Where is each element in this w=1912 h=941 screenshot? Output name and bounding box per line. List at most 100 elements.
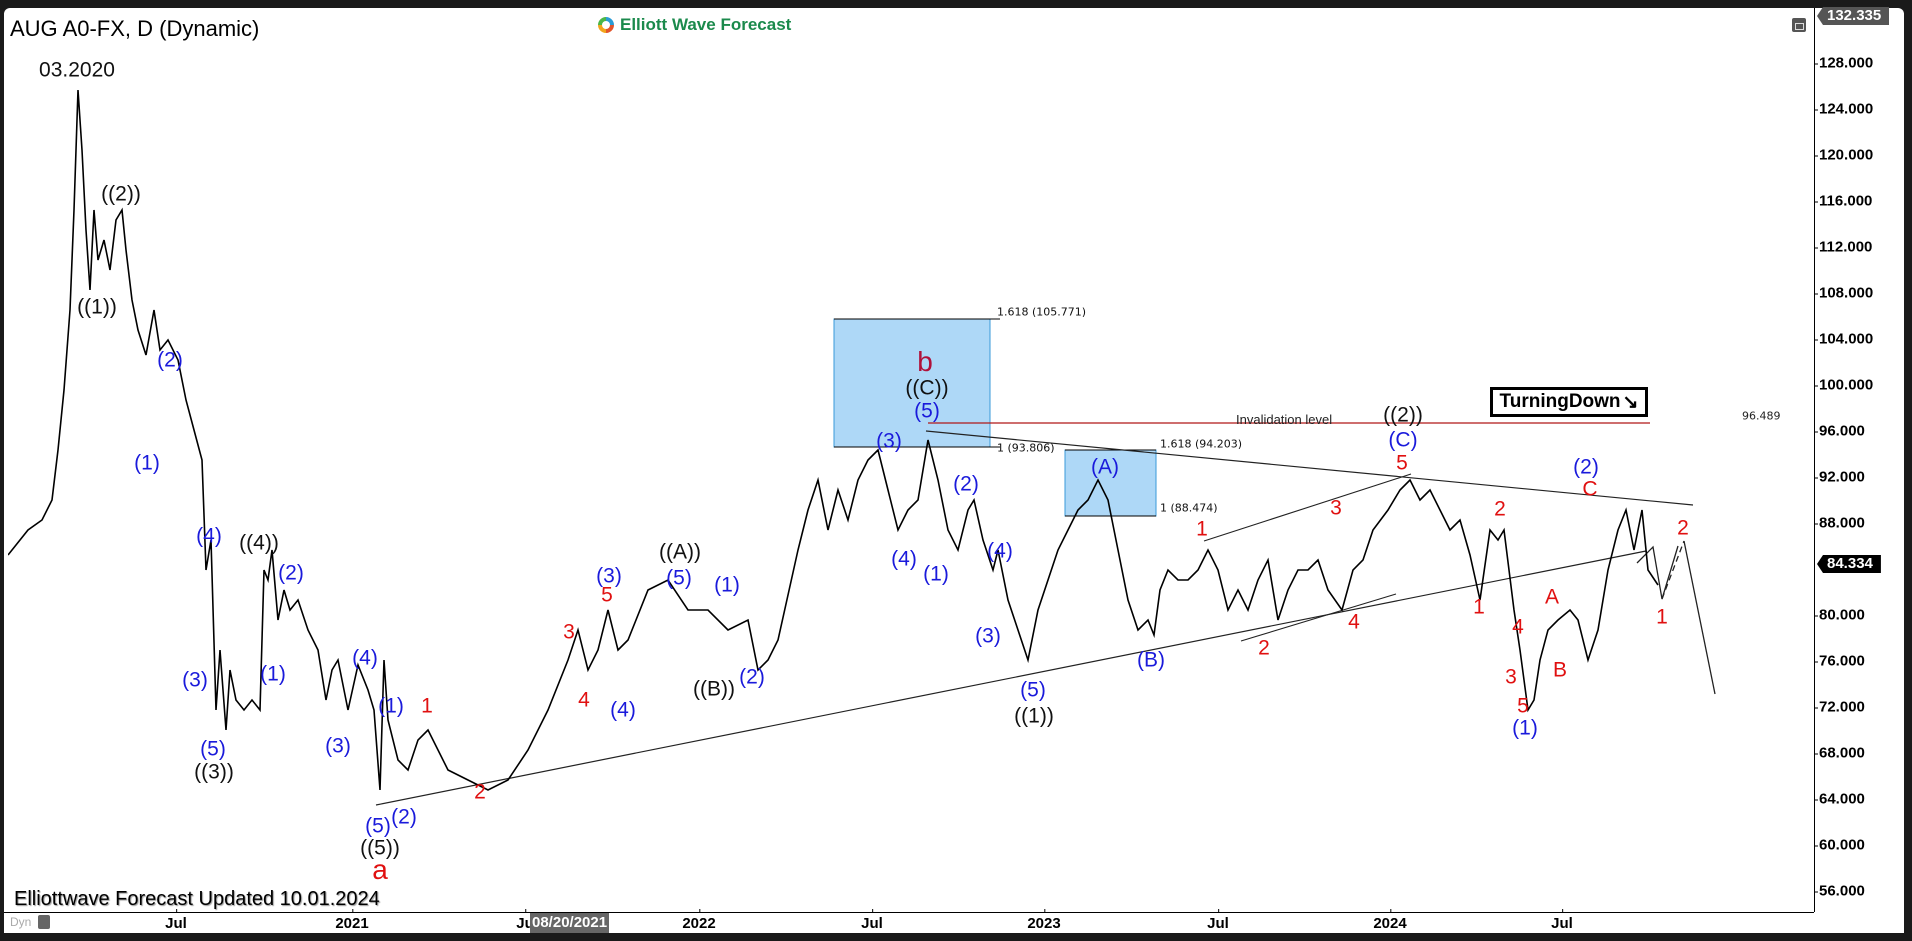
price-line [8,89,1659,791]
wave-label: (A) [1091,455,1119,479]
wave-label: ((1)) [77,295,117,319]
price-axis[interactable]: 132.335 128.000 124.000 120.000 116.000 … [1813,7,1905,912]
wave-label: 3 [1330,496,1342,520]
wave-label: (2) [278,561,304,585]
wave-label: 1 [1473,595,1485,619]
wave-label: (C) [1388,428,1418,452]
wave-label: (5) [914,399,940,423]
wave-label: 5 [1517,694,1529,718]
wave-label: ((3)) [194,760,234,784]
wave-label: 3 [1505,665,1517,689]
xtick: Jul [165,909,187,932]
wave-label: (4) [610,698,636,722]
turning-down-badge: TurningDown ↘ [1490,387,1648,417]
xtick: 2023 [1027,909,1061,932]
ytick: 128.000 [1813,54,1874,72]
wave-label: (2) [157,348,183,372]
ytick: 68.000 [1814,744,1865,762]
wave-label: 1 [1656,605,1668,629]
wave-label: ((4)) [239,531,279,555]
xtick: Jul [1207,909,1229,932]
chart-title: AUG A0-FX, D (Dynamic) [10,16,260,41]
ytick: 96.000 [1814,422,1865,440]
wave-label: a [372,854,388,885]
turning-down-text: TurningDown [1499,391,1621,412]
wave-label: (1) [1512,716,1538,740]
fib-zone-b [833,318,991,448]
ytick: 108.000 [1813,284,1874,302]
wave-label: (5) [365,814,391,838]
upper-trendline [925,430,1694,506]
arrow-down-right-icon: ↘ [1622,391,1639,413]
wave-label: 2 [1677,516,1689,540]
ytick: 112.000 [1813,238,1873,256]
wave-label: (1) [260,662,286,686]
wave-label: ((2)) [1383,403,1423,427]
wave-label: A [1544,585,1560,609]
invalidation-price: 96.489 [1742,409,1781,423]
xtick: 2022 [682,909,716,932]
window-restore-icon[interactable] [1792,18,1806,32]
wave-label: (3) [975,624,1001,648]
ytick: 80.000 [1814,606,1865,624]
ytick: 100.000 [1813,376,1874,394]
wave-label: 4 [1348,610,1360,634]
ytick: 56.000 [1814,882,1865,900]
wave-label: 4 [578,688,590,712]
wave-label: C [1582,477,1598,501]
wave-label: 2 [474,780,486,804]
ytick: 104.000 [1813,330,1874,348]
wave-label: (2) [391,805,417,829]
wave-label: (5) [200,737,226,761]
wave-label: ((B)) [693,677,735,701]
wave-label: (3) [325,734,351,758]
wave-label: (2) [1573,455,1599,479]
wave-label: (4) [196,524,222,548]
xtick: Jul [1551,909,1573,932]
price-chart[interactable] [8,10,1814,912]
wave-label: 1 [421,694,433,718]
wave-label: b [917,346,933,377]
wave-label: 5 [1396,451,1408,475]
fib-label: 1.618 (105.771) [997,305,1087,319]
fib-label: 1.618 (94.203) [1160,437,1243,451]
wave-label: 2 [1258,636,1270,660]
ytick: 116.000 [1813,192,1873,210]
ytick: 64.000 [1814,790,1865,808]
wave-label: (B) [1137,648,1165,672]
wave-label: 5 [601,583,613,607]
logo-text: Elliott Wave Forecast [620,15,792,34]
chart-frame [4,8,1904,933]
wave-label: (4) [891,547,917,571]
wave-label: 1 [1196,517,1208,541]
ytick: 72.000 [1814,698,1865,716]
xtick: Jul [861,909,883,932]
logo: Elliott Wave Forecast [596,15,791,35]
last-price-tag: 84.334 [1817,555,1881,573]
cursor-date: 08/20/2021 [530,913,610,933]
wave-label: (3) [876,429,902,453]
ytick: 60.000 [1814,836,1865,854]
xtick: 2021 [335,909,369,932]
wave-label: (5) [666,566,692,590]
time-axis[interactable]: Dyn Jul 2021 Ju 08/20/2021 2022 Jul 2023… [4,909,1814,934]
wave-label: (1) [923,562,949,586]
wave-label: 2 [1494,497,1506,521]
lower-trendline [375,550,1647,806]
invalidation-label: Invalidation level [1236,412,1333,427]
wave-label: (5) [1020,678,1046,702]
wave-label: B [1552,658,1568,682]
xtick: Ju [516,909,534,932]
wave-label: ((2)) [101,182,141,206]
wave-label: ((C)) [905,376,949,400]
lock-icon[interactable] [38,915,50,929]
wave-label: (1) [714,573,740,597]
ytick: 88.000 [1814,514,1865,532]
wave-label: (3) [596,564,622,588]
dyn-label: Dyn [10,915,32,929]
top-price-tag: 132.335 [1817,7,1890,25]
update-note: Elliottwave Forecast Updated 10.01.2024 [14,888,380,910]
ytick: 120.000 [1813,146,1874,164]
wave-label: 4 [1512,615,1524,639]
wave-label: 3 [563,620,575,644]
